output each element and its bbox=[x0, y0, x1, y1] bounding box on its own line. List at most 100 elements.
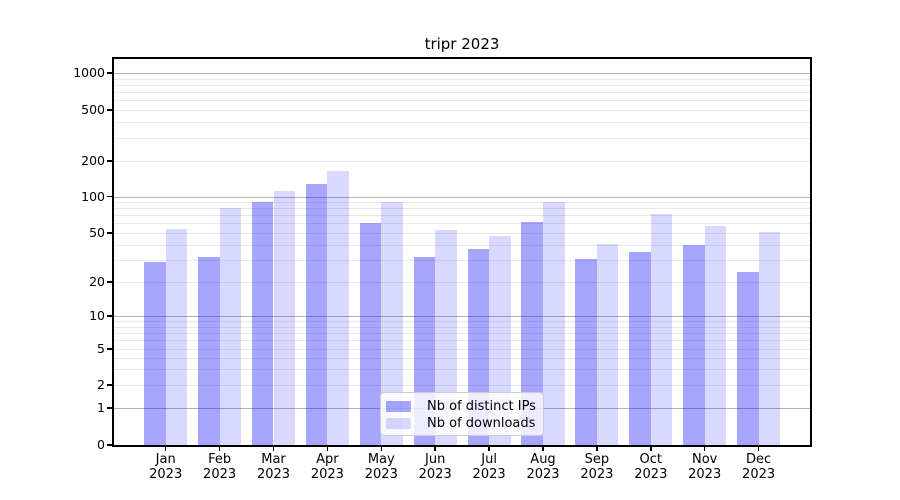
y-tick-label: 1000 bbox=[73, 65, 105, 80]
x-tick-mark bbox=[488, 445, 490, 451]
gridline-minor bbox=[114, 138, 810, 140]
bar-distinct-ips bbox=[737, 272, 759, 445]
chart-title: tripr 2023 bbox=[424, 35, 500, 53]
bar-distinct-ips bbox=[305, 183, 328, 445]
legend: Nb of distinct IPs Nb of downloads bbox=[380, 392, 544, 436]
gridline-minor bbox=[114, 78, 810, 80]
gridline-minor bbox=[114, 110, 810, 111]
legend-item-distinct-ips: Nb of distinct IPs bbox=[386, 398, 536, 415]
y-tick-label: 500 bbox=[81, 102, 105, 117]
gridline-minor bbox=[114, 321, 810, 323]
y-tick-label: 20 bbox=[89, 274, 105, 289]
bar-distinct-ips bbox=[251, 202, 274, 445]
y-tick-label: 5 bbox=[97, 341, 105, 356]
x-tick-mark bbox=[757, 445, 760, 451]
bar-distinct-ips bbox=[629, 252, 651, 445]
bar-downloads bbox=[381, 202, 403, 445]
x-tick-label: Jul 2023 bbox=[472, 452, 506, 482]
x-tick-mark bbox=[703, 445, 706, 451]
x-tick-label: May 2023 bbox=[364, 452, 398, 482]
y-tick-mark bbox=[107, 232, 114, 234]
x-tick-mark bbox=[596, 445, 598, 451]
y-tick-mark bbox=[107, 109, 114, 111]
gridline-minor bbox=[114, 223, 810, 225]
x-tick-label: Jan 2023 bbox=[149, 452, 183, 482]
gridline-minor bbox=[114, 122, 810, 124]
y-tick-label: 1 bbox=[97, 400, 105, 415]
bar-distinct-ips bbox=[683, 244, 705, 445]
gridline-minor bbox=[114, 208, 810, 210]
gridline-major bbox=[114, 73, 810, 74]
bar-distinct-ips bbox=[575, 258, 597, 445]
gridline-minor bbox=[114, 349, 810, 350]
y-tick-label: 0 bbox=[97, 437, 105, 452]
bar-distinct-ips bbox=[144, 262, 166, 445]
x-tick-mark bbox=[380, 445, 383, 451]
x-tick-label: Mar 2023 bbox=[256, 452, 291, 482]
y-tick-mark bbox=[107, 444, 114, 446]
gridline-minor bbox=[114, 260, 810, 262]
legend-label-distinct-ips: Nb of distinct IPs bbox=[427, 399, 536, 414]
x-tick-mark bbox=[272, 445, 275, 451]
x-tick-mark bbox=[542, 445, 544, 451]
y-tick-mark bbox=[107, 407, 114, 409]
gridline-minor bbox=[114, 326, 810, 328]
gridline-major bbox=[114, 196, 810, 198]
gridline-minor bbox=[114, 282, 810, 283]
gridline-minor bbox=[114, 215, 810, 217]
x-tick-mark bbox=[434, 445, 436, 451]
bar-downloads bbox=[219, 208, 242, 445]
gridline-minor bbox=[114, 244, 810, 246]
y-tick-mark bbox=[107, 315, 114, 317]
gridline-minor bbox=[114, 357, 810, 359]
y-tick-mark bbox=[107, 348, 114, 350]
bar-downloads bbox=[650, 213, 673, 445]
x-tick-label: Oct 2023 bbox=[634, 452, 668, 482]
y-tick-mark bbox=[107, 384, 114, 386]
gridline-minor bbox=[114, 233, 810, 234]
y-tick-label: 10 bbox=[89, 308, 105, 323]
y-tick-label: 100 bbox=[81, 188, 105, 204]
y-tick-mark bbox=[107, 281, 114, 283]
x-tick-label: Jun 2023 bbox=[418, 452, 452, 482]
gridline-minor bbox=[114, 340, 810, 342]
y-tick-mark bbox=[107, 160, 114, 162]
x-tick-mark bbox=[326, 445, 329, 451]
bar-distinct-ips bbox=[198, 256, 220, 445]
x-tick-label: Feb 2023 bbox=[203, 452, 237, 482]
y-tick-mark bbox=[107, 72, 114, 74]
bar-distinct-ips bbox=[359, 222, 382, 445]
gridline-minor bbox=[114, 84, 810, 86]
bar-downloads bbox=[704, 226, 727, 445]
gridline-minor bbox=[114, 385, 810, 386]
bar-downloads bbox=[327, 170, 349, 445]
gridline-minor bbox=[114, 100, 810, 102]
x-tick-label: Apr 2023 bbox=[310, 452, 344, 482]
legend-swatch-distinct-ips-icon bbox=[386, 401, 411, 412]
legend-item-downloads: Nb of downloads bbox=[386, 415, 535, 432]
x-tick-mark bbox=[650, 445, 652, 451]
bar-downloads bbox=[758, 231, 781, 445]
x-tick-label: Dec 2023 bbox=[742, 452, 776, 482]
y-tick-label: 50 bbox=[89, 225, 105, 240]
x-tick-mark bbox=[164, 445, 167, 451]
plot-area: Nb of distinct IPs Nb of downloads bbox=[112, 57, 812, 447]
gridline-major bbox=[114, 316, 810, 317]
gridline-minor bbox=[114, 92, 810, 94]
gridline-minor bbox=[114, 332, 810, 334]
bar-downloads bbox=[165, 228, 188, 445]
x-tick-label: Aug 2023 bbox=[526, 452, 560, 482]
y-tick-label: 2 bbox=[97, 377, 105, 392]
bar-distinct-ips bbox=[521, 221, 543, 445]
legend-swatch-downloads-icon bbox=[386, 418, 411, 429]
x-tick-label: Nov 2023 bbox=[688, 452, 722, 482]
bar-downloads bbox=[273, 190, 296, 445]
legend-label-downloads: Nb of downloads bbox=[427, 416, 536, 431]
bar-downloads bbox=[435, 229, 457, 445]
bar-downloads bbox=[543, 202, 565, 445]
gridline-minor bbox=[114, 202, 810, 204]
gridline-minor bbox=[114, 369, 810, 371]
y-tick-mark bbox=[107, 195, 114, 198]
x-tick-label: Sep 2023 bbox=[580, 452, 614, 482]
